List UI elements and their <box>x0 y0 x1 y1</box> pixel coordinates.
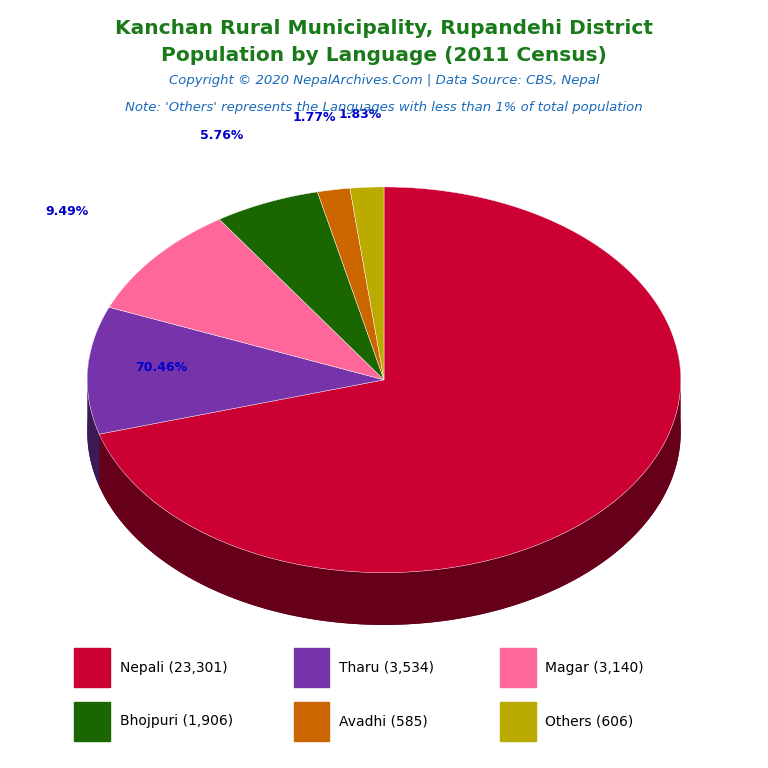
Text: Others (606): Others (606) <box>545 714 634 728</box>
Text: Note: 'Others' represents the Languages with less than 1% of total population: Note: 'Others' represents the Languages … <box>125 101 643 114</box>
Bar <box>500 702 535 740</box>
Polygon shape <box>99 380 384 486</box>
Bar <box>293 648 329 687</box>
Polygon shape <box>88 307 384 434</box>
Text: 10.69%: 10.69% <box>0 360 1 373</box>
Polygon shape <box>99 380 680 625</box>
Bar <box>74 702 110 740</box>
Text: Nepali (23,301): Nepali (23,301) <box>120 660 227 674</box>
Polygon shape <box>99 187 680 573</box>
Text: 1.83%: 1.83% <box>339 108 382 121</box>
Text: 9.49%: 9.49% <box>45 205 88 218</box>
Polygon shape <box>350 187 384 380</box>
Text: Avadhi (585): Avadhi (585) <box>339 714 428 728</box>
Polygon shape <box>109 220 384 380</box>
Polygon shape <box>317 188 384 380</box>
Bar <box>74 648 110 687</box>
Polygon shape <box>99 380 384 486</box>
Polygon shape <box>88 380 99 486</box>
Polygon shape <box>220 192 384 380</box>
Text: Tharu (3,534): Tharu (3,534) <box>339 660 434 674</box>
Text: 1.77%: 1.77% <box>293 111 336 124</box>
Polygon shape <box>99 355 680 625</box>
Polygon shape <box>88 356 99 486</box>
Text: Kanchan Rural Municipality, Rupandehi District: Kanchan Rural Municipality, Rupandehi Di… <box>115 19 653 38</box>
Text: Magar (3,140): Magar (3,140) <box>545 660 644 674</box>
Text: Bhojpuri (1,906): Bhojpuri (1,906) <box>120 714 233 728</box>
Text: 70.46%: 70.46% <box>135 362 187 375</box>
Text: Population by Language (2011 Census): Population by Language (2011 Census) <box>161 46 607 65</box>
Bar <box>500 648 535 687</box>
Text: 5.76%: 5.76% <box>200 129 243 142</box>
Text: Copyright © 2020 NepalArchives.Com | Data Source: CBS, Nepal: Copyright © 2020 NepalArchives.Com | Dat… <box>169 74 599 88</box>
Bar <box>293 702 329 740</box>
